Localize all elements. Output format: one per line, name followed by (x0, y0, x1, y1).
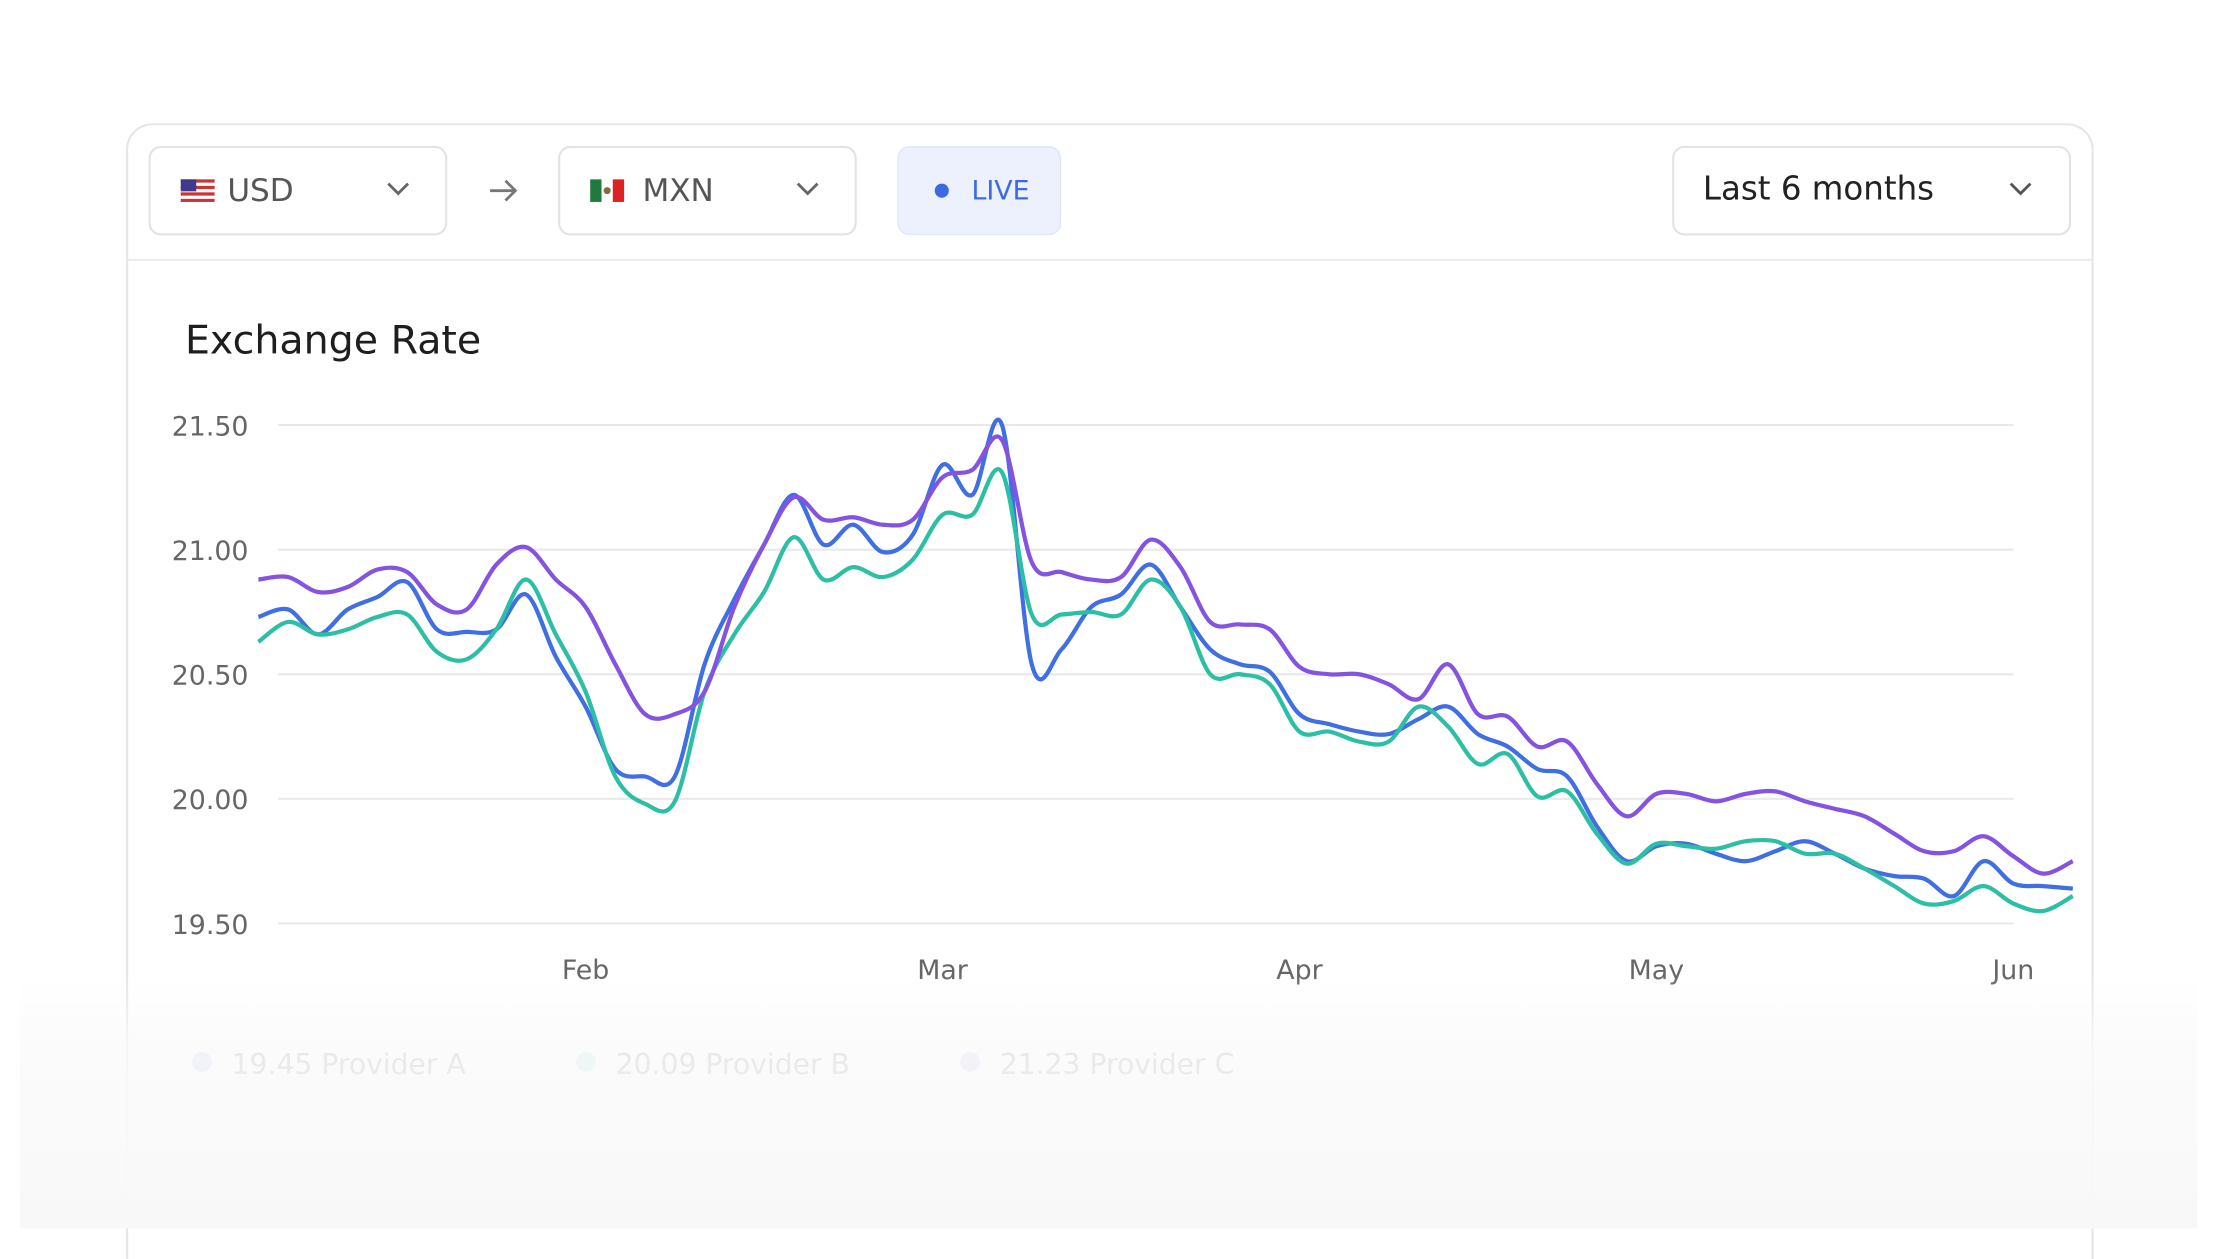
to-select[interactable]: MXN (558, 145, 857, 236)
arrow-icon (489, 179, 518, 202)
mx-flag (590, 179, 625, 202)
fade-overlay (19, 974, 2198, 1229)
from-select-box[interactable] (148, 145, 448, 236)
y-tick-label: 19.50 (172, 910, 249, 941)
chart-title: Exchange Rate (185, 318, 481, 364)
from-select[interactable]: USD (148, 145, 448, 236)
period-label: Last 6 months (1703, 170, 1934, 208)
chevron (2009, 182, 2032, 196)
y-tick-label: 21.50 (172, 411, 249, 442)
y-tick-label: 20.00 (172, 785, 249, 816)
live-box[interactable] (897, 146, 1062, 236)
from-currency: USD (227, 173, 293, 209)
chevron (796, 182, 819, 196)
series-line (258, 434, 2074, 876)
series-line (257, 467, 2074, 914)
to-currency: MXN (642, 173, 713, 209)
y-tick-label: 21.00 (172, 536, 249, 567)
chevron (387, 182, 410, 196)
live-badge[interactable]: LIVE (897, 146, 1062, 236)
series-line (257, 417, 2073, 899)
live-label: LIVE (971, 176, 1029, 207)
period-box[interactable] (1672, 145, 2072, 236)
live-dot (934, 183, 949, 198)
us-flag (180, 179, 215, 202)
to-select-box[interactable] (558, 145, 857, 236)
y-tick-label: 20.50 (172, 661, 249, 692)
period-select[interactable]: Last 6 months (1672, 145, 2072, 236)
